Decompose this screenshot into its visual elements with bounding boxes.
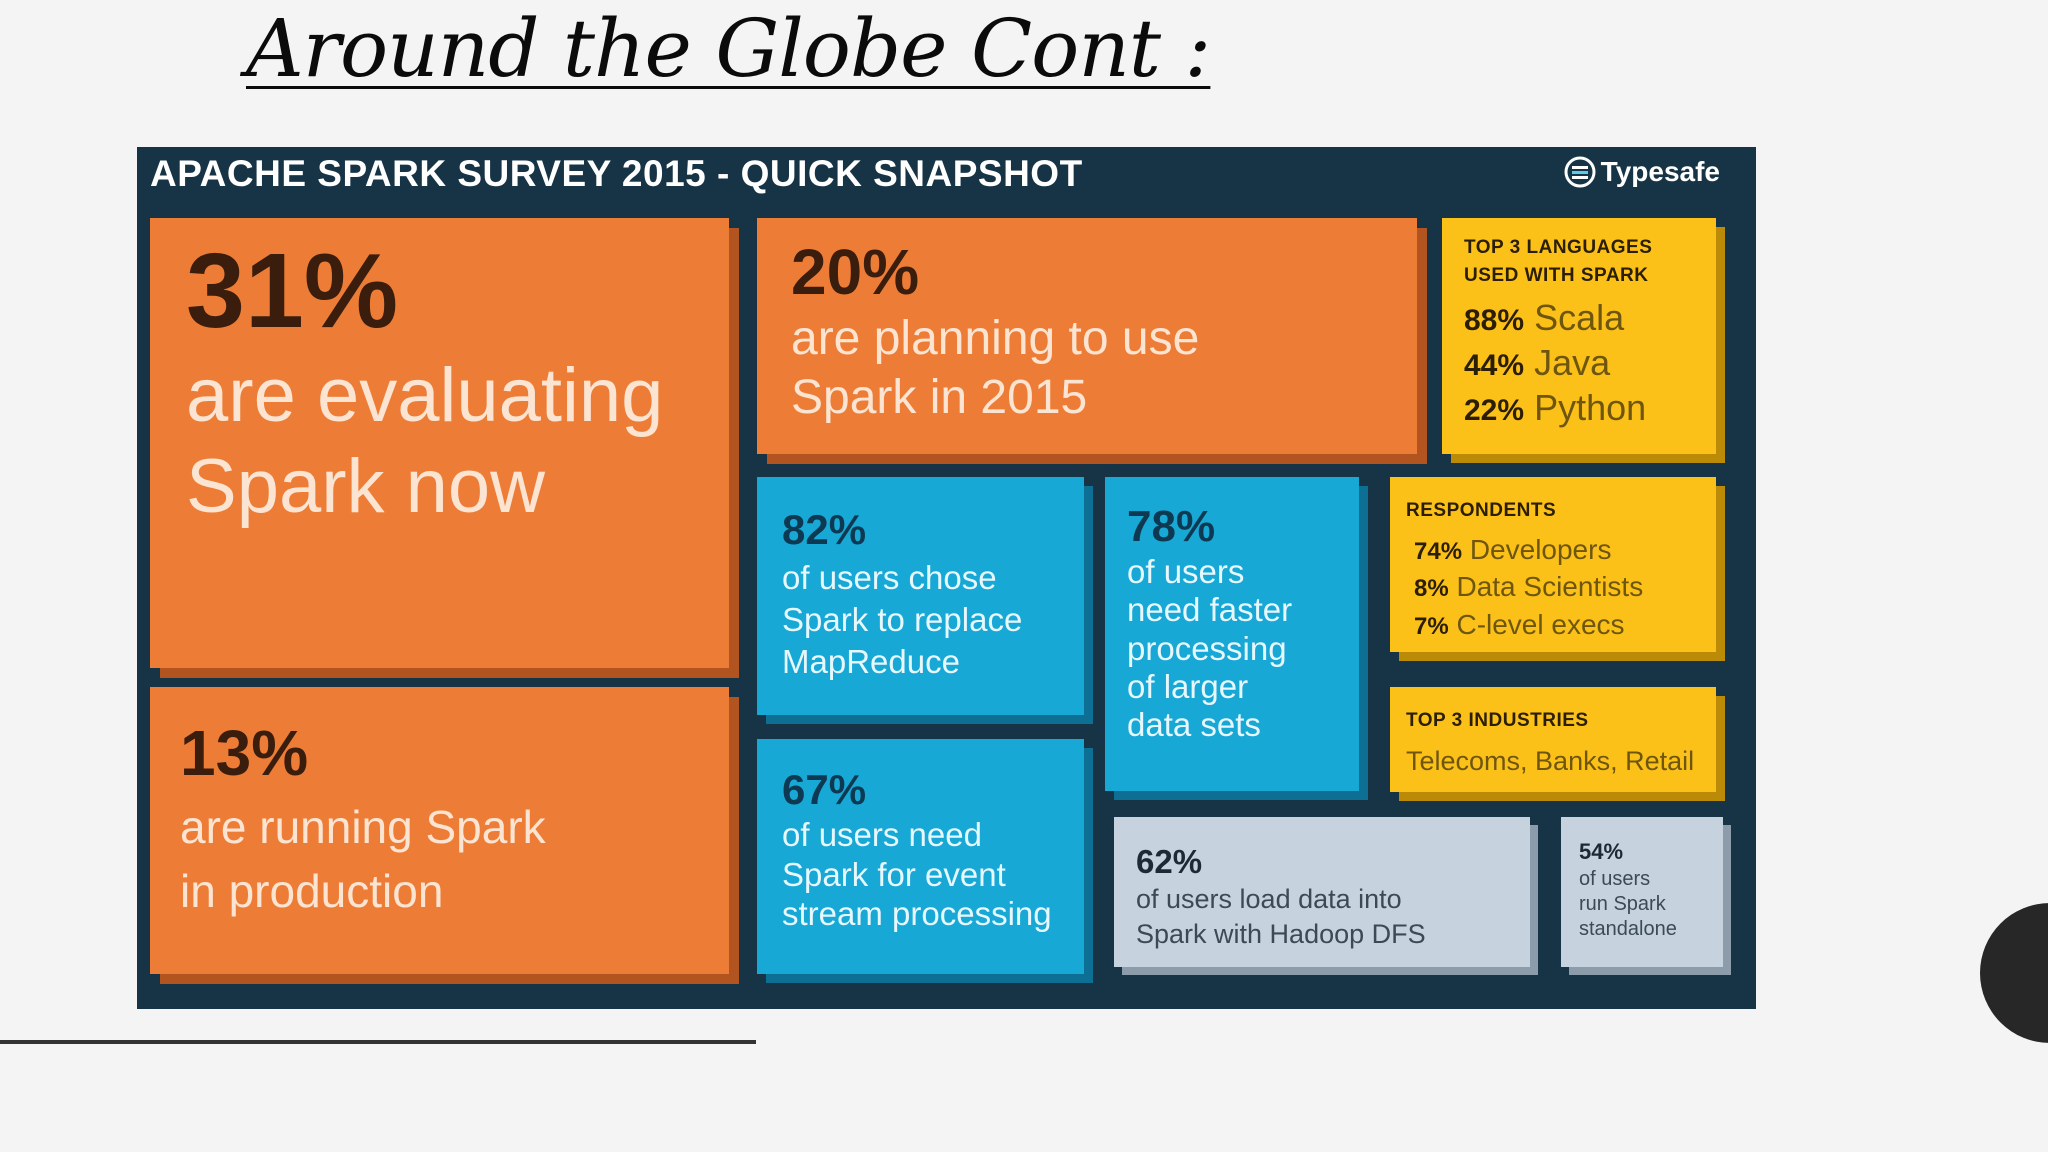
respondent-percent: 7% — [1414, 613, 1449, 641]
tile-hadoop-dfs-line2: Spark with Hadoop DFS — [1136, 919, 1426, 950]
tile-event-stream-line2: Spark for event — [782, 855, 1006, 893]
languages-heading-line2: USED WITH SPARK — [1464, 264, 1649, 286]
tile-evaluating-percent: 31% — [186, 232, 399, 350]
respondent-row: 7% C-level execs — [1414, 606, 1716, 644]
tile-standalone: 54% of users run Spark standalone — [1561, 817, 1723, 967]
tile-faster-processing-line3: processing — [1127, 629, 1287, 667]
respondent-percent: 74% — [1414, 537, 1463, 565]
tile-evaluating: 31% are evaluating Spark now — [150, 218, 729, 668]
tile-evaluating-line1: are evaluating — [186, 353, 664, 438]
industries-heading: TOP 3 INDUSTRIES — [1406, 710, 1589, 731]
tile-faster-processing-line4: of larger — [1127, 667, 1249, 705]
tile-replace-mapreduce-percent: 82% — [782, 506, 867, 553]
tile-event-stream-line1: of users need — [782, 816, 982, 853]
language-row: 22% Python — [1464, 385, 1716, 430]
tile-respondents: RESPONDENTS 74% Developers 8% Data Scien… — [1390, 477, 1716, 652]
respondent-role: Developers — [1469, 533, 1612, 565]
tile-hadoop-dfs-line1: of users load data into — [1136, 884, 1402, 914]
spark-survey-infographic: APACHE SPARK SURVEY 2015 - QUICK SNAPSHO… — [137, 147, 1756, 1009]
typesafe-logo-text: Typesafe — [1600, 156, 1720, 187]
tile-production-line1: are running Spark — [180, 801, 546, 853]
tile-hadoop-dfs: 62% of users load data into Spark with H… — [1114, 817, 1530, 967]
language-percent: 44% — [1464, 349, 1525, 383]
typesafe-logo: Typesafe — [1563, 155, 1720, 189]
tile-faster-processing-line5: data sets — [1127, 706, 1261, 744]
tile-hadoop-dfs-percent: 62% — [1136, 843, 1203, 880]
language-row: 88% Scala — [1464, 295, 1716, 340]
tile-planning: 20% are planning to use Spark in 2015 — [757, 218, 1417, 454]
tile-event-stream-percent: 67% — [782, 766, 867, 813]
tile-event-stream-line3: stream processing — [782, 895, 1052, 933]
language-row: 44% Java — [1464, 340, 1716, 385]
languages-heading-line1: TOP 3 LANGUAGES — [1464, 237, 1653, 258]
tile-replace-mapreduce: 82% of users chose Spark to replace MapR… — [757, 477, 1084, 715]
tile-production-line2: in production — [180, 865, 444, 918]
tile-replace-mapreduce-line1: of users chose — [782, 559, 997, 596]
corner-decoration-circle — [1980, 903, 2048, 1043]
tile-replace-mapreduce-line2: Spark to replace — [782, 601, 1023, 639]
respondent-percent: 8% — [1414, 575, 1449, 603]
respondents-heading: RESPONDENTS — [1406, 500, 1557, 521]
tile-faster-processing-percent: 78% — [1127, 502, 1216, 551]
tile-languages: TOP 3 LANGUAGES USED WITH SPARK 88% Scal… — [1442, 218, 1716, 454]
bottom-divider-line — [0, 1040, 756, 1044]
respondent-role: Data Scientists — [1456, 571, 1644, 603]
tile-evaluating-line2: Spark now — [186, 444, 546, 530]
tile-faster-processing-line2: need faster — [1127, 591, 1293, 629]
tile-production: 13% are running Spark in production — [150, 687, 729, 974]
respondent-row: 74% Developers — [1414, 531, 1716, 569]
tile-standalone-percent: 54% — [1579, 839, 1624, 864]
tile-event-stream: 67% of users need Spark for event stream… — [757, 739, 1084, 974]
tile-standalone-line2: run Spark — [1579, 893, 1666, 915]
tile-planning-line1: are planning to use — [791, 312, 1200, 365]
language-name: Scala — [1534, 297, 1625, 339]
slide-title: Around the Globe Cont : — [246, 2, 1211, 95]
tile-planning-percent: 20% — [791, 236, 920, 308]
respondent-role: C-level execs — [1456, 609, 1625, 641]
tile-faster-processing-line1: of users — [1127, 553, 1245, 590]
typesafe-logo-icon — [1564, 156, 1596, 188]
language-percent: 88% — [1464, 304, 1525, 338]
respondent-row: 8% Data Scientists — [1414, 568, 1716, 606]
tile-replace-mapreduce-line3: MapReduce — [782, 643, 960, 681]
tile-industries: TOP 3 INDUSTRIES Telecoms, Banks, Retail — [1390, 687, 1716, 792]
language-name: Python — [1534, 387, 1647, 429]
tile-standalone-line3: standalone — [1579, 918, 1677, 940]
language-name: Java — [1534, 342, 1611, 384]
tile-planning-line2: Spark in 2015 — [791, 370, 1088, 424]
tile-faster-processing: 78% of users need faster processing of l… — [1105, 477, 1359, 791]
tile-standalone-line1: of users — [1579, 868, 1651, 890]
infographic-header: APACHE SPARK SURVEY 2015 - QUICK SNAPSHO… — [150, 153, 1083, 194]
industries-list: Telecoms, Banks, Retail — [1406, 745, 1695, 776]
language-percent: 22% — [1464, 394, 1525, 428]
tile-production-percent: 13% — [180, 717, 309, 789]
